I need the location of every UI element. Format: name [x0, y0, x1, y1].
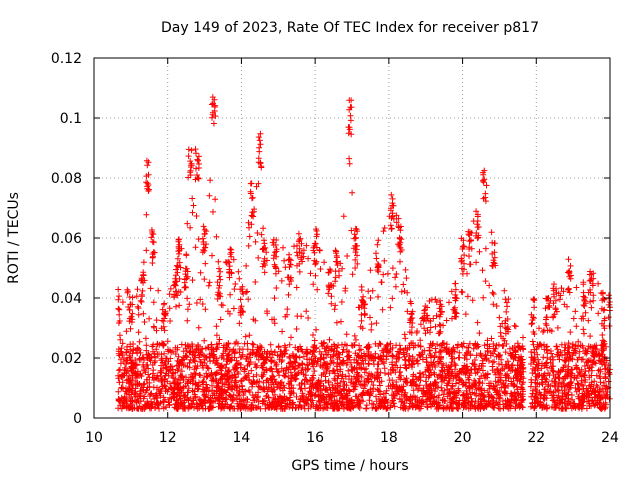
x-tick-label: 14 [233, 430, 251, 446]
y-tick-label: 0.06 [51, 231, 82, 247]
roti-points [115, 94, 613, 412]
x-tick-label: 12 [159, 430, 177, 446]
x-tick-label: 16 [306, 430, 324, 446]
x-axis-label: GPS time / hours [291, 458, 408, 474]
x-tick-label: 24 [601, 430, 619, 446]
y-tick-label: 0.02 [51, 351, 82, 367]
axis-ticks: 10 12 14 16 18 20 22 24 0 0.02 0.04 0.06 0.08 0.1 0.12 [51, 51, 619, 446]
x-tick-label: 22 [527, 430, 545, 446]
y-tick-label: 0.04 [51, 291, 82, 307]
x-tick-label: 10 [85, 430, 103, 446]
chart-title: Day 149 of 2023, Rate Of TEC Index for r… [161, 20, 539, 36]
y-tick-label: 0.12 [51, 51, 82, 67]
y-tick-label: 0.1 [60, 111, 82, 127]
y-axis-label: ROTI / TECUs [6, 192, 22, 284]
x-tick-label: 20 [454, 430, 472, 446]
y-tick-label: 0.08 [51, 171, 82, 187]
x-tick-label: 18 [380, 430, 398, 446]
y-tick-label: 0 [73, 411, 82, 427]
data-points [115, 94, 613, 412]
